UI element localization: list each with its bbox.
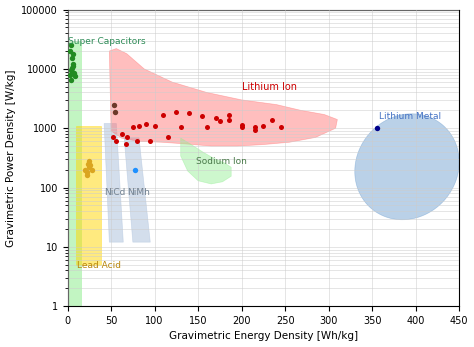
Point — [67, 42, 75, 48]
Point — [109, 135, 117, 140]
Point — [251, 124, 258, 130]
Polygon shape — [355, 114, 459, 220]
Point — [277, 124, 284, 130]
Point — [146, 138, 154, 143]
Point — [160, 112, 167, 117]
Point — [85, 164, 93, 170]
Point — [238, 122, 246, 127]
Point — [68, 69, 76, 74]
Point — [151, 123, 158, 128]
Point — [85, 158, 93, 164]
Polygon shape — [181, 138, 231, 184]
Point — [268, 118, 276, 123]
Point — [66, 72, 74, 77]
Point — [173, 109, 180, 115]
Text: Lithium Ion: Lithium Ion — [242, 82, 297, 92]
Point — [373, 125, 380, 131]
Point — [85, 161, 92, 167]
Text: NiCd: NiCd — [104, 188, 126, 197]
Point — [67, 67, 75, 73]
Text: Sodium Ion: Sodium Ion — [196, 158, 247, 167]
Point — [186, 110, 193, 116]
Text: Lithium Metal: Lithium Metal — [379, 112, 441, 121]
Point — [88, 167, 96, 172]
Point — [69, 64, 77, 69]
Point — [225, 117, 232, 122]
Point — [129, 124, 137, 130]
Point — [142, 121, 150, 126]
Polygon shape — [124, 137, 150, 242]
Point — [225, 112, 232, 117]
X-axis label: Gravimetric Energy Density [Wh/kg]: Gravimetric Energy Density [Wh/kg] — [169, 331, 358, 341]
Point — [110, 102, 118, 107]
Point — [177, 124, 184, 130]
Point — [133, 138, 141, 144]
Point — [212, 115, 219, 120]
Point — [70, 70, 77, 76]
Text: Lead Acid: Lead Acid — [77, 261, 121, 270]
Point — [81, 167, 89, 172]
Point — [216, 119, 224, 124]
Point — [69, 51, 77, 57]
Point — [260, 123, 267, 128]
Point — [68, 56, 76, 61]
Text: Super Capacitors: Super Capacitors — [68, 36, 146, 45]
Polygon shape — [104, 124, 123, 242]
Polygon shape — [109, 49, 337, 146]
Text: NiMh: NiMh — [127, 188, 150, 197]
Point — [122, 141, 130, 146]
Point — [66, 48, 74, 54]
Point — [238, 124, 246, 130]
Point — [83, 170, 91, 175]
Point — [164, 135, 172, 140]
Point — [71, 74, 78, 79]
Point — [86, 162, 94, 168]
Point — [123, 135, 130, 140]
Point — [83, 173, 91, 178]
Point — [199, 113, 206, 119]
Polygon shape — [76, 126, 100, 265]
Point — [68, 65, 76, 70]
Point — [203, 124, 210, 130]
Polygon shape — [68, 41, 81, 306]
Point — [118, 131, 125, 137]
Point — [112, 138, 120, 144]
Point — [69, 61, 77, 67]
Point — [251, 127, 258, 132]
Point — [135, 123, 143, 128]
Point — [112, 109, 119, 115]
Y-axis label: Gravimetric Power Density [W/kg]: Gravimetric Power Density [W/kg] — [6, 69, 16, 247]
Point — [67, 77, 75, 83]
Point — [132, 167, 139, 172]
